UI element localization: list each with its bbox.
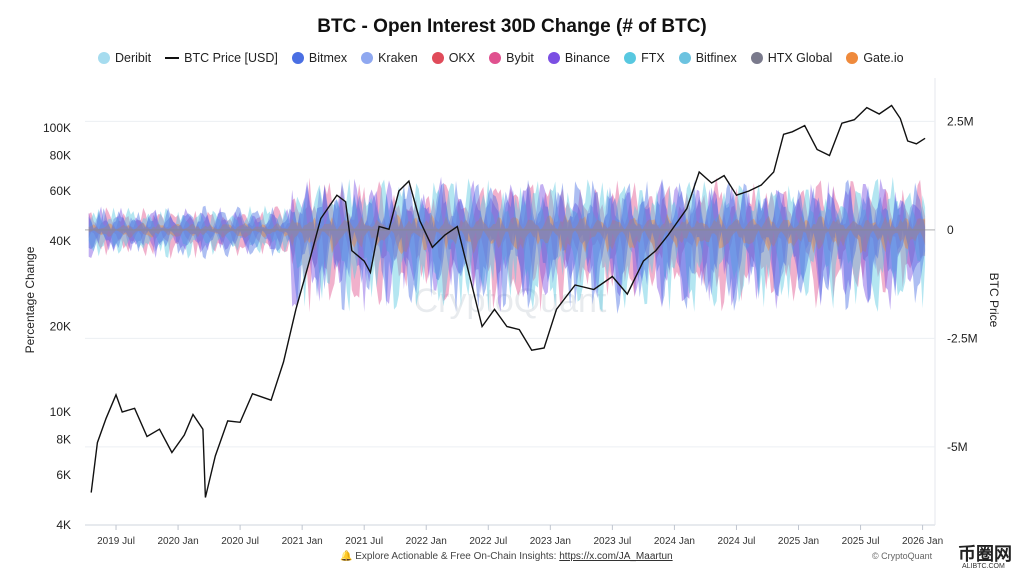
y-right-tick-label: -2.5M: [947, 331, 978, 345]
legend-item[interactable]: Binance: [547, 51, 611, 65]
x-tick-label: 2023 Jan: [530, 536, 571, 547]
x-tick-label: 2025 Jul: [842, 536, 880, 547]
x-tick-label: 2021 Jul: [345, 536, 383, 547]
x-tick-label: 2020 Jul: [221, 536, 259, 547]
oi-change-area: [88, 229, 926, 312]
legend-label: Bitfinex: [695, 51, 737, 65]
x-tick-label: 2026 Jan: [902, 536, 943, 547]
oi-change-area: [88, 213, 926, 230]
legend-item[interactable]: Kraken: [361, 51, 418, 65]
x-tick-label: 2022 Jan: [406, 536, 447, 547]
copyright: © CryptoQuant: [872, 551, 933, 561]
y-left-tick-label: 20K: [50, 320, 71, 334]
legend-label: BTC Price [USD]: [184, 51, 278, 65]
x-tick-label: 2022 Jul: [469, 536, 507, 547]
legend-item[interactable]: OKX: [431, 51, 476, 65]
legend-swatch: [489, 52, 502, 64]
y-left-tick-label: 60K: [50, 184, 71, 198]
legend-item[interactable]: FTX: [624, 51, 665, 65]
legend-label: Deribit: [115, 51, 152, 65]
bell-icon: 🔔: [340, 551, 353, 562]
footer-insights: 🔔 Explore Actionable & Free On-Chain Ins…: [340, 551, 673, 562]
y-left-tick-label: 100K: [43, 121, 71, 135]
y-left-tick-label: 40K: [50, 234, 71, 248]
legend-swatch: [678, 52, 691, 64]
y-left-tick-label: 4K: [56, 518, 71, 532]
legend-label: Binance: [564, 51, 611, 65]
x-tick-label: 2023 Jul: [593, 536, 631, 547]
legend-swatch: [98, 52, 110, 64]
x-tick-label: 2024 Jul: [718, 536, 756, 547]
legend-label: FTX: [641, 51, 665, 65]
watermark: CryptoQuant: [414, 282, 607, 320]
y-left-tick-label: 10K: [50, 405, 71, 419]
y-left-tick-label: 80K: [50, 149, 71, 163]
legend-swatch: [750, 52, 763, 64]
oi-change-area: [88, 229, 926, 255]
legend-item[interactable]: HTX Global: [750, 51, 833, 65]
oi-change-area: [88, 176, 926, 230]
x-tick-label: 2024 Jan: [654, 536, 695, 547]
y-right-axis-title: BTC Price: [987, 273, 1001, 328]
legend-swatch: [291, 52, 304, 64]
y-left-axis-title: Percentage Change: [23, 246, 37, 353]
btc-price-line: [90, 104, 926, 498]
y-left-tick-label: 6K: [56, 468, 71, 482]
x-tick-label: 2021 Jan: [282, 536, 323, 547]
x-tick-label: 2020 Jan: [157, 536, 198, 547]
legend-item[interactable]: Bybit: [489, 51, 534, 65]
site-logo-sub: ALIBTC.COM: [962, 563, 1005, 570]
legend-swatch: [547, 52, 560, 64]
y-right-tick-label: -5M: [947, 440, 968, 454]
oi-change-area: [88, 229, 926, 313]
legend-swatch: [624, 52, 637, 64]
chart-title: BTC - Open Interest 30D Change (# of BTC…: [317, 16, 707, 37]
legend-item[interactable]: BTC Price [USD]: [165, 51, 278, 65]
x-tick-label: 2019 Jul: [97, 536, 135, 547]
legend-swatch: [846, 52, 859, 64]
legend-label: HTX Global: [767, 51, 833, 65]
legend-label: Kraken: [378, 51, 418, 65]
legend: Deribit BTC Price [USD] Bitmex Kraken OKX Byb…: [98, 48, 938, 68]
legend-item[interactable]: Gate.io: [846, 51, 904, 65]
x-tick-label: 2025 Jan: [778, 536, 819, 547]
y-right-tick-label: 2.5M: [947, 114, 974, 128]
legend-swatch: [361, 52, 374, 64]
legend-label: Gate.io: [863, 51, 904, 65]
legend-label: Bybit: [506, 51, 534, 65]
footer-link[interactable]: https://x.com/JA_Maartun: [559, 551, 673, 562]
legend-label: Bitmex: [308, 51, 348, 65]
y-right-tick-label: 0: [947, 223, 954, 237]
legend-item[interactable]: Deribit: [98, 51, 151, 65]
oi-change-area: [88, 229, 926, 314]
oi-change-area: [88, 177, 926, 230]
legend-label: OKX: [448, 51, 476, 65]
legend-swatch: [431, 52, 444, 64]
footer-text: Explore Actionable & Free On-Chain Insig…: [355, 551, 560, 562]
site-logo: 币圈网: [958, 544, 1012, 565]
y-left-tick-label: 8K: [56, 433, 71, 447]
legend-item[interactable]: Bitmex: [291, 51, 348, 65]
oi-change-area: [88, 176, 926, 230]
legend-item[interactable]: Bitfinex: [678, 51, 737, 65]
oi-change-area: [88, 178, 926, 230]
legend-swatch: [165, 57, 180, 59]
oi-change-area: [88, 229, 926, 312]
